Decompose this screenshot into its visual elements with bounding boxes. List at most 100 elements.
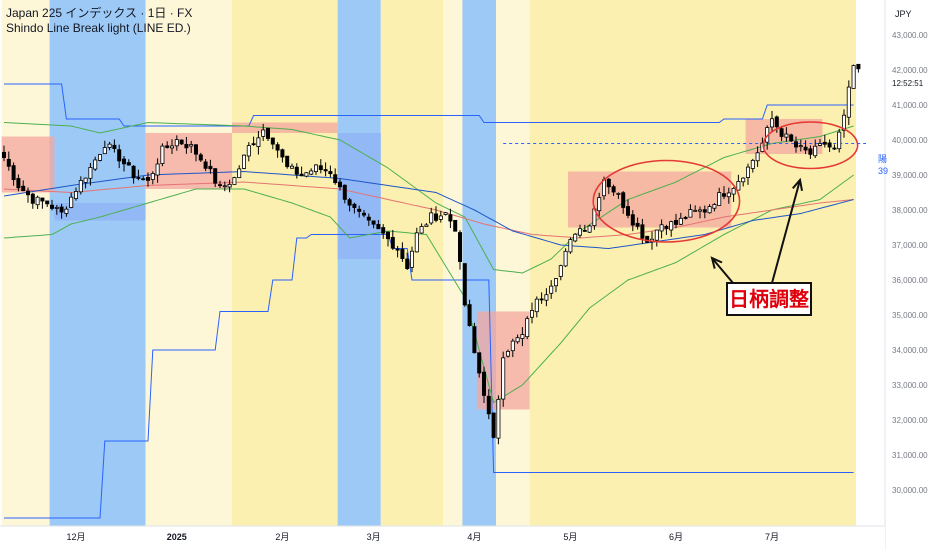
price-tick-label: 38,000.00 — [892, 206, 928, 215]
candle-body — [280, 149, 285, 158]
candle-body — [678, 217, 683, 225]
candle-body — [746, 166, 751, 178]
candle-body — [635, 222, 640, 227]
candle-body — [381, 227, 386, 234]
candle-body — [59, 206, 64, 213]
candle-body — [385, 231, 390, 240]
candle-body — [16, 178, 21, 189]
candle-body — [774, 116, 779, 128]
annotation-arrow-left — [711, 257, 734, 284]
candle-body — [664, 226, 669, 229]
candle-body — [443, 212, 448, 215]
price-tick-label: 39,000.00 — [892, 171, 928, 180]
price-tick-label: 33,000.00 — [892, 381, 928, 390]
candle-body — [337, 181, 342, 188]
candle-body — [770, 118, 775, 128]
candle-body — [520, 334, 525, 339]
candle-body — [35, 196, 40, 206]
candle-body — [400, 248, 405, 259]
candle-body — [107, 143, 112, 148]
candle-body — [361, 212, 366, 216]
candle-body — [789, 134, 794, 142]
candle-body — [237, 168, 242, 179]
candle-body — [683, 216, 688, 219]
candle-body — [602, 179, 607, 197]
candle-body — [438, 215, 443, 220]
candle-body — [40, 197, 45, 202]
candle-body — [213, 168, 218, 184]
candle-body — [726, 192, 731, 198]
candle-body — [112, 144, 117, 149]
price-tick-label: 36,000.00 — [892, 276, 928, 285]
candle-body — [299, 173, 304, 176]
price-tick-label: 41,000.00 — [892, 101, 928, 110]
candle-body — [712, 204, 717, 209]
candle-body — [189, 144, 194, 147]
time-tick-label: 4月 — [467, 532, 481, 542]
candle-body — [30, 193, 35, 204]
candle-body — [78, 180, 83, 193]
candle-body — [481, 371, 486, 396]
time-tick-label: 2月 — [275, 532, 289, 542]
session-zones — [1, 0, 856, 526]
candle-body — [45, 200, 50, 205]
candle-body — [587, 225, 592, 233]
candle-body — [510, 340, 515, 352]
candle-body — [50, 204, 55, 209]
candle-body — [318, 165, 323, 171]
marker-label-1: 陽 — [878, 154, 887, 164]
candle-body — [25, 190, 30, 196]
candle-body — [736, 181, 741, 191]
candle-body — [530, 310, 535, 318]
consolidation-ellipse-1 — [592, 159, 741, 243]
candle-body — [203, 161, 208, 169]
candle-body — [755, 152, 760, 162]
candle-body — [544, 294, 549, 301]
candle-body — [654, 229, 659, 241]
candle-body — [573, 233, 578, 242]
candle-body — [501, 357, 506, 400]
time-tick-label: 6月 — [669, 532, 683, 542]
price-tick-label: 35,000.00 — [892, 311, 928, 320]
candle-body — [698, 209, 703, 212]
candle-body — [621, 192, 626, 208]
candle-body — [731, 187, 736, 195]
candle-body — [626, 206, 631, 216]
price-axis: JPY 30,000.00 31,000.00 32,000.00 33,000.00 3… — [866, 0, 932, 550]
candle-body — [371, 220, 376, 225]
time-tick-label: 7月 — [765, 532, 779, 542]
chart-title[interactable]: Japan 225 インデックス · 1日 · FX — [6, 6, 193, 20]
candle-body — [93, 159, 98, 170]
indicator-name[interactable]: Shindo Line Break light (LINE ED.) — [6, 21, 191, 35]
candle-body — [6, 158, 11, 167]
candle-body — [722, 193, 727, 197]
candle-body — [64, 208, 69, 214]
candle-body — [289, 165, 294, 169]
price-tick-label: 31,000.00 — [892, 451, 928, 460]
range-box-red — [145, 133, 232, 189]
candle-body — [467, 304, 472, 327]
candle-body — [515, 337, 520, 343]
zone-blue — [49, 0, 146, 526]
annotation-box — [726, 282, 812, 316]
zone-yellow_light — [145, 0, 232, 526]
candle-body — [179, 139, 184, 145]
candle-body — [208, 165, 213, 170]
candle-body — [702, 209, 707, 213]
candle-body — [813, 145, 818, 157]
annotation-arrow-right-head — [792, 177, 804, 191]
candle-body — [150, 173, 155, 180]
candle-body — [347, 199, 352, 206]
candle-body — [794, 141, 799, 148]
candle-body — [822, 141, 827, 145]
candle-body — [630, 214, 635, 226]
price-tick-label: 42,000.00 — [892, 66, 928, 75]
candle-body — [342, 184, 347, 200]
candle-body — [611, 186, 616, 193]
lower_line — [4, 234, 854, 519]
price-tick-label: 30,000.00 — [892, 486, 928, 495]
candle-body — [328, 171, 333, 175]
candle-body — [856, 63, 861, 70]
